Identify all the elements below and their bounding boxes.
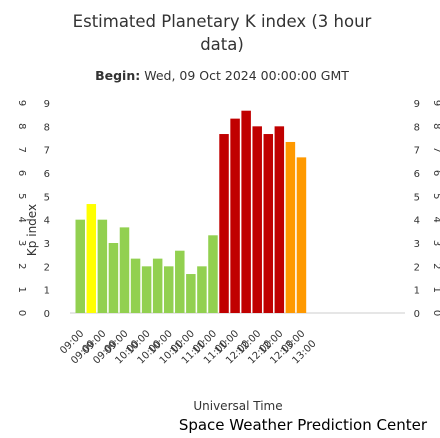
y-axis-right: 0 0 1 1 2 2 3 3 4 4 5 5 6 6 7 7 8 8 9 9 (414, 99, 440, 320)
bar (263, 134, 274, 313)
bar (108, 243, 119, 313)
y-tick-label-right: 8 (414, 122, 420, 133)
y-axis-title: Kp index (25, 204, 39, 256)
bar (208, 235, 218, 313)
bar (152, 258, 163, 313)
bar (119, 227, 130, 313)
bar (241, 110, 251, 313)
y-tick-label-right-rotated: 6 (431, 170, 440, 176)
y-tick-label-left: 3 (44, 239, 50, 250)
bar (296, 157, 307, 313)
y-tick-label-left-rotated: 8 (16, 123, 27, 129)
bar (285, 141, 296, 313)
y-tick-label-right: 3 (414, 239, 420, 250)
y-tick-label-left: 8 (44, 122, 50, 133)
bar (219, 134, 229, 313)
y-axis-left: 0 0 1 1 2 2 3 3 4 4 5 5 6 6 7 7 8 8 9 9 (16, 99, 50, 320)
y-tick-label-right-rotated: 3 (431, 240, 440, 246)
y-tick-label-left-rotated: 4 (16, 216, 27, 222)
bar (130, 258, 141, 313)
credit-text: Space Weather Prediction Center (179, 416, 428, 434)
x-axis-title: Universal Time (193, 399, 282, 413)
x-axis-tick-labels: 09:0009:0009:0009:0009:0010:0010:0010:00… (58, 328, 318, 366)
y-tick-label-right: 9 (414, 99, 420, 110)
y-tick-label-left-rotated: 3 (16, 240, 27, 246)
y-tick-label-left-rotated: 0 (16, 310, 27, 316)
y-tick-label-right-rotated: 5 (431, 193, 440, 199)
subtitle-label: Begin: (95, 68, 140, 83)
bar-series (75, 110, 307, 313)
y-tick-label-left: 2 (44, 262, 50, 273)
subtitle-value: Wed, 09 Oct 2024 00:00:00 GMT (144, 68, 349, 83)
y-tick-label-right: 1 (414, 286, 420, 297)
y-tick-label-left: 9 (44, 99, 50, 110)
y-tick-label-left-rotated: 9 (16, 100, 27, 106)
bar (163, 266, 174, 313)
bar (274, 126, 285, 313)
bar (197, 266, 207, 313)
bar (86, 204, 97, 313)
bar (186, 274, 196, 313)
y-tick-label-right: 2 (414, 262, 420, 273)
y-tick-label-right: 6 (414, 169, 420, 180)
y-tick-label-left: 6 (44, 169, 50, 180)
y-tick-label-left: 0 (44, 309, 50, 320)
y-tick-label-right: 7 (414, 146, 420, 157)
bar (97, 219, 108, 313)
y-tick-label-left-rotated: 2 (16, 263, 27, 269)
chart-title-line-2: data) (200, 35, 244, 54)
y-tick-label-right-rotated: 9 (431, 100, 440, 106)
bar (252, 126, 262, 313)
y-tick-label-right: 0 (414, 309, 420, 320)
chart-title-line-1: Estimated Planetary K index (3 hour (73, 12, 372, 31)
y-tick-label-right: 4 (414, 216, 420, 227)
y-tick-label-left-rotated: 6 (16, 170, 27, 176)
bar (75, 219, 85, 313)
bar (230, 118, 240, 313)
y-tick-label-right-rotated: 4 (431, 216, 440, 222)
y-tick-label-right-rotated: 1 (431, 286, 440, 292)
y-tick-label-left-rotated: 7 (16, 146, 27, 152)
y-tick-label-right: 5 (414, 192, 420, 203)
y-tick-label-left-rotated: 1 (16, 286, 27, 292)
y-tick-label-left: 5 (44, 192, 50, 203)
y-tick-label-right-rotated: 7 (431, 146, 440, 152)
y-tick-label-left: 7 (44, 146, 50, 157)
y-tick-label-right-rotated: 2 (431, 263, 440, 269)
bar (175, 250, 185, 313)
bar (141, 266, 152, 313)
y-tick-label-left: 4 (44, 216, 50, 227)
y-tick-label-right-rotated: 0 (431, 310, 440, 316)
chart-subtitle: Begin: Wed, 09 Oct 2024 00:00:00 GMT (95, 68, 349, 83)
y-tick-label-left-rotated: 5 (16, 193, 27, 199)
y-tick-label-left: 1 (44, 286, 50, 297)
y-tick-label-right-rotated: 8 (431, 123, 440, 129)
